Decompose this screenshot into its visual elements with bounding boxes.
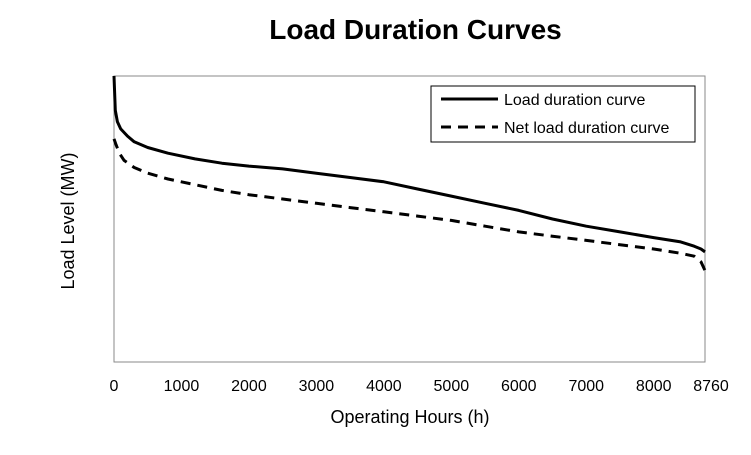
series-layer (112, 75, 707, 272)
series-line-net-load-duration (112, 138, 707, 272)
legend-label-net-load: Net load duration curve (504, 120, 670, 137)
x-tick-label: 5000 (434, 378, 470, 395)
x-tick-label: 7000 (568, 378, 604, 395)
x-tick-label: 6000 (501, 378, 537, 395)
x-tick-label: 8760 (693, 378, 729, 395)
y-axis-title: Load Level (MW) (58, 152, 78, 289)
x-tick-label: 8000 (636, 378, 672, 395)
legend-label-load: Load duration curve (504, 92, 646, 109)
legend-box (430, 85, 696, 143)
legend: Load duration curve Net load duration cu… (430, 85, 696, 143)
chart-title: Load Duration Curves (269, 14, 562, 45)
series-line-load-duration (112, 75, 706, 254)
x-tick-label: 3000 (299, 378, 335, 395)
x-tick-label: 4000 (366, 378, 402, 395)
x-tick-label: 1000 (164, 378, 200, 395)
plot-area-frame (113, 75, 706, 363)
x-axis-ticks: 0 1000 2000 3000 4000 5000 6000 7000 8000 8760 (110, 378, 729, 395)
x-axis-title: Operating Hours (h) (330, 407, 489, 427)
x-tick-label: 0 (110, 378, 119, 395)
x-tick-label: 2000 (231, 378, 267, 395)
